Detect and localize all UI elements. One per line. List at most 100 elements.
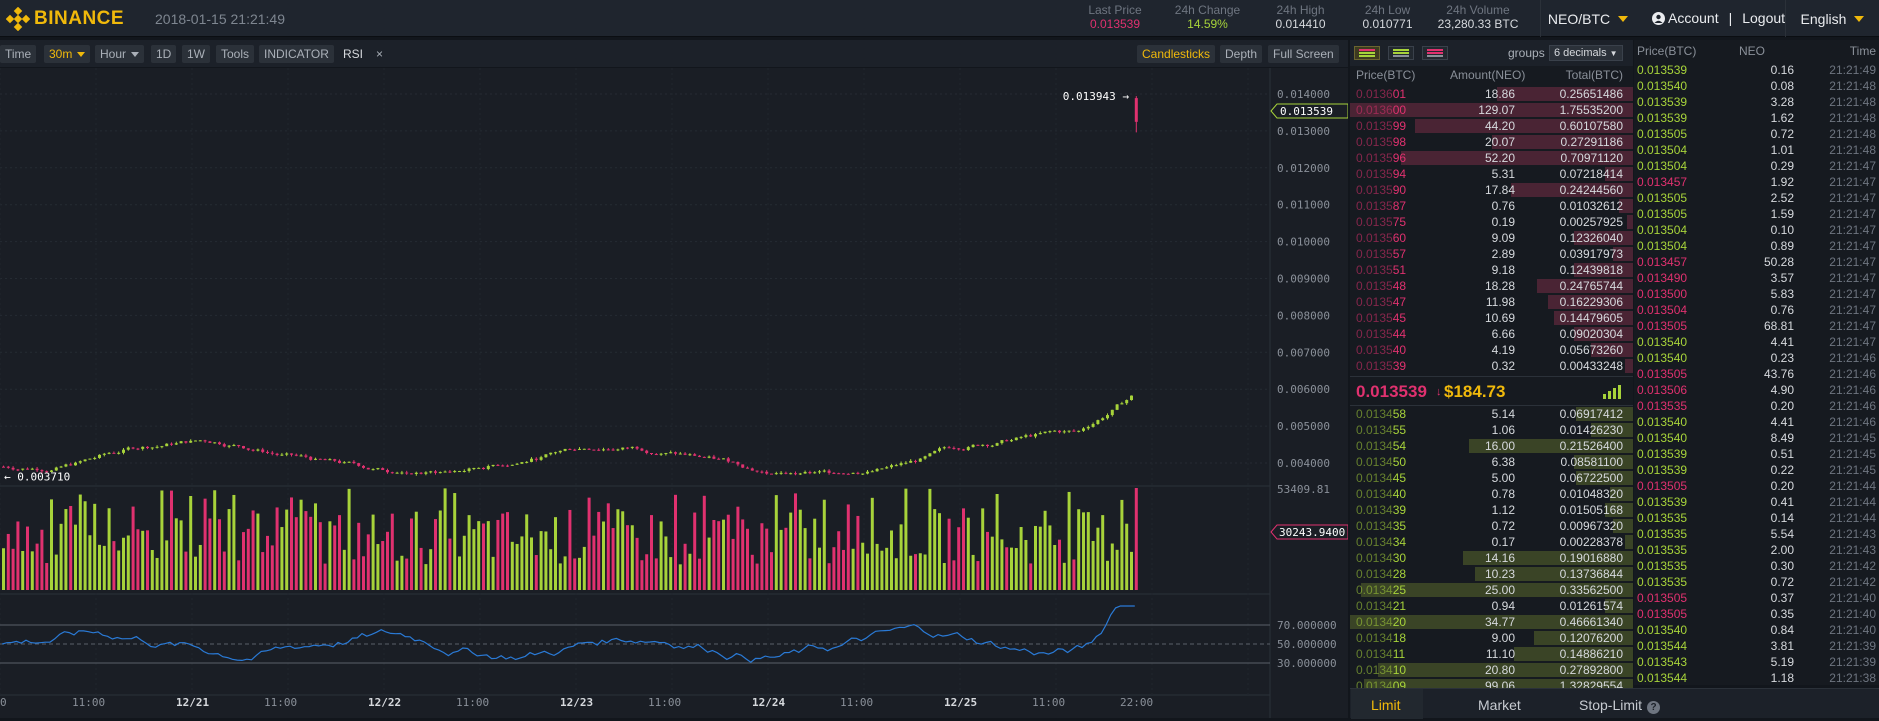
candle-body xyxy=(611,449,615,451)
trade-amount: 0.16 xyxy=(1770,63,1794,77)
time-button[interactable]: Time xyxy=(0,45,37,63)
bid-row[interactable]: 0.013445 5.00 0.06722500 xyxy=(1350,470,1633,486)
volume-bar xyxy=(275,507,279,590)
bid-row[interactable]: 0.013454 16.00 0.21526400 xyxy=(1350,438,1633,454)
bid-row[interactable]: 0.013450 6.38 0.08581100 xyxy=(1350,454,1633,470)
interval-1w-button[interactable]: 1W xyxy=(182,45,210,63)
price-suffix: 30 xyxy=(1392,551,1407,565)
bid-row[interactable]: 0.013435 0.72 0.00967320 xyxy=(1350,518,1633,534)
ask-row[interactable]: 0.013547 11.98 0.16229306 xyxy=(1350,294,1633,310)
ask-row[interactable]: 0.013596 52.20 0.70971120 xyxy=(1350,150,1633,166)
bid-row[interactable]: 0.013439 1.12 0.01505168 xyxy=(1350,502,1633,518)
interval-dropdown[interactable]: 30m xyxy=(44,45,91,63)
trade-price: 0.013505 xyxy=(1637,607,1688,621)
ask-row[interactable]: 0.013551 9.18 0.12439818 xyxy=(1350,262,1633,278)
bid-row[interactable]: 0.013458 5.14 0.06917412 xyxy=(1350,406,1633,422)
ask-row[interactable]: 0.013544 6.66 0.09020304 xyxy=(1350,326,1633,342)
pair-selector[interactable]: NEO/BTC xyxy=(1540,0,1635,37)
candle-body xyxy=(722,458,725,460)
orderbook-both-view-icon[interactable] xyxy=(1354,46,1380,60)
bid-amount: 0.72 xyxy=(1491,519,1515,533)
candle-body xyxy=(885,467,889,469)
ask-row[interactable]: 0.013600 129.07 1.75535200 xyxy=(1350,102,1633,118)
candle-body xyxy=(813,472,817,474)
volume-bar xyxy=(424,564,428,590)
candle-body xyxy=(731,461,735,463)
bid-row[interactable]: 0.013410 20.80 0.27892800 xyxy=(1350,662,1633,678)
ask-row[interactable]: 0.013548 18.28 0.24765744 xyxy=(1350,278,1633,294)
bid-row[interactable]: 0.013421 0.94 0.01261574 xyxy=(1350,598,1633,614)
volume-bar xyxy=(251,510,255,590)
ask-row[interactable]: 0.013590 17.84 0.24244560 xyxy=(1350,182,1633,198)
ask-row[interactable]: 0.013587 0.76 0.01032612 xyxy=(1350,198,1633,214)
ask-row[interactable]: 0.013560 9.09 0.12326040 xyxy=(1350,230,1633,246)
candle-body xyxy=(755,470,759,472)
price-chart[interactable]: 0.014000 0.013000 0.012000 0.011000 0.010000… xyxy=(0,68,1349,718)
ask-row[interactable]: 0.013539 0.32 0.00433248 xyxy=(1350,358,1633,374)
remove-indicator-icon[interactable]: × xyxy=(376,47,384,61)
trade-amount: 5.54 xyxy=(1770,527,1794,541)
decimals-dropdown[interactable]: 6 decimals ▼ xyxy=(1549,45,1623,61)
language-selector[interactable]: English xyxy=(1785,0,1879,37)
trade-price: 0.013539 xyxy=(1637,111,1688,125)
price-suffix: 25 xyxy=(1392,583,1407,597)
candle-body xyxy=(1014,437,1018,441)
tab-market[interactable]: Market xyxy=(1478,697,1521,713)
stat-value: 14.59% xyxy=(1187,17,1228,31)
bid-total: 0.19016880 xyxy=(1559,551,1623,565)
candle-body xyxy=(122,449,125,453)
bid-row[interactable]: 0.013425 25.00 0.33562500 xyxy=(1350,582,1633,598)
ask-amount: 10.69 xyxy=(1484,311,1515,325)
volume-bar xyxy=(678,564,682,590)
ask-row[interactable]: 0.013575 0.19 0.00257925 xyxy=(1350,214,1633,230)
ask-row[interactable]: 0.013545 10.69 0.14479605 xyxy=(1350,310,1633,326)
tab-stop-limit[interactable]: Stop-Limit? xyxy=(1579,697,1661,714)
chevron-down-icon xyxy=(77,52,86,58)
orderbook-asks-view-icon[interactable] xyxy=(1422,46,1448,60)
hour-dropdown[interactable]: Hour xyxy=(95,45,145,63)
fullscreen-button[interactable]: Full Screen xyxy=(1268,45,1339,63)
orderbook-bids-view-icon[interactable] xyxy=(1388,46,1414,60)
trade-time: 21:21:48 xyxy=(1829,127,1876,141)
bid-row[interactable]: 0.013420 34.77 0.46661340 xyxy=(1350,614,1633,630)
tab-limit[interactable]: Limit xyxy=(1371,697,1401,713)
bid-row[interactable]: 0.013455 1.06 0.01426230 xyxy=(1350,422,1633,438)
tools-button[interactable]: Tools xyxy=(216,45,255,63)
trade-amount: 43.76 xyxy=(1763,367,1794,381)
volume-bar xyxy=(165,540,169,590)
trade-row: 0.013500 5.83 21:21:47 xyxy=(1634,286,1879,302)
ask-row[interactable]: 0.013601 18.86 0.25651486 xyxy=(1350,86,1633,102)
bid-row[interactable]: 0.013430 14.16 0.19016880 xyxy=(1350,550,1633,566)
trade-price: 0.013505 xyxy=(1637,207,1688,221)
ask-row[interactable]: 0.013599 44.20 0.60107580 xyxy=(1350,118,1633,134)
ask-row[interactable]: 0.013594 5.31 0.07218414 xyxy=(1350,166,1633,182)
candle-body xyxy=(890,465,893,468)
indicator-button[interactable]: INDICATOR xyxy=(259,45,334,63)
candle-body xyxy=(309,456,313,460)
bid-row[interactable]: 0.013428 10.23 0.13736844 xyxy=(1350,566,1633,582)
volume-bar xyxy=(530,537,533,590)
candlesticks-button[interactable]: Candlesticks xyxy=(1137,45,1216,63)
bid-depth-bar xyxy=(1514,647,1633,661)
rsi-series xyxy=(0,605,1270,664)
help-icon[interactable]: ? xyxy=(1647,701,1661,714)
trade-row: 0.013505 1.59 21:21:47 xyxy=(1634,206,1879,222)
bid-row[interactable]: 0.013440 0.78 0.01048320 xyxy=(1350,486,1633,502)
volume-bar xyxy=(736,506,740,590)
bid-row[interactable]: 0.013411 11.10 0.14886210 xyxy=(1350,646,1633,662)
chart-canvas[interactable]: 0.014000 0.013000 0.012000 0.011000 0.010000… xyxy=(0,68,1349,718)
ask-row[interactable]: 0.013557 2.89 0.03917973 xyxy=(1350,246,1633,262)
bid-row[interactable]: 0.013418 9.00 0.12076200 xyxy=(1350,630,1633,646)
interval-1d-button[interactable]: 1D xyxy=(151,45,177,63)
candle-body xyxy=(933,450,937,454)
candle-body xyxy=(2,466,5,468)
binance-logo[interactable]: BINANCE xyxy=(6,7,124,31)
logout-link[interactable]: Logout xyxy=(1742,10,1786,26)
bid-total: 0.12076200 xyxy=(1559,631,1623,645)
account-link[interactable]: Account xyxy=(1668,10,1719,26)
depth-button[interactable]: Depth xyxy=(1220,45,1263,63)
ask-row[interactable]: 0.013540 4.19 0.05673260 xyxy=(1350,342,1633,358)
ask-row[interactable]: 0.013598 20.07 0.27291186 xyxy=(1350,134,1633,150)
bid-row[interactable]: 0.013434 0.17 0.00228378 xyxy=(1350,534,1633,550)
bid-price: 0.013439 xyxy=(1356,502,1406,518)
